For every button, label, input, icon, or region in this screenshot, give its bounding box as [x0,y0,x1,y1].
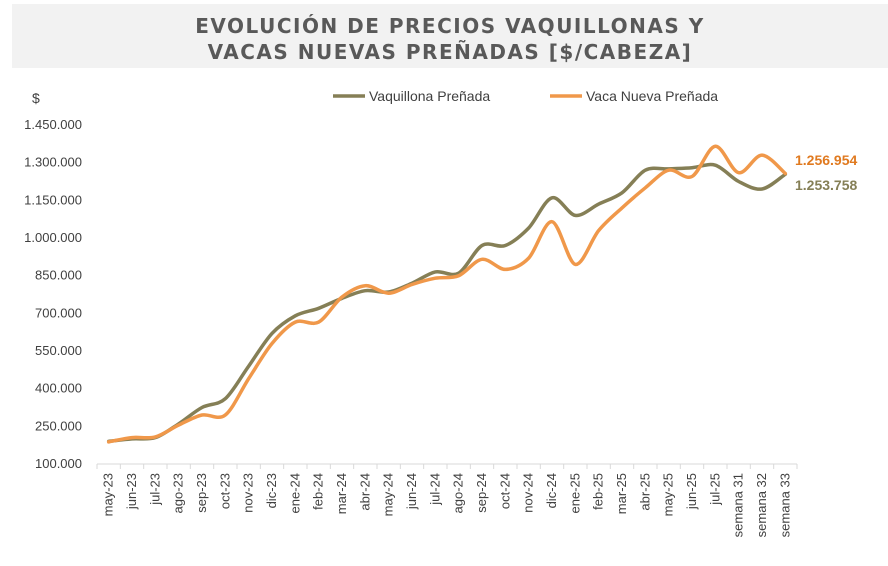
x-tick-label: ago-23 [171,473,186,513]
x-tick-label: abr-25 [637,473,652,511]
x-tick-label: nov-24 [521,473,536,513]
x-tick-label: may-23 [101,473,116,516]
end-value-label: 1.256.954 [795,152,857,168]
x-tick-label: mar-24 [334,473,349,514]
x-tick-label: nov-23 [241,473,256,513]
x-tick-label: dic-24 [544,473,559,508]
x-tick-label: jul-25 [707,473,722,506]
x-tick-label: semana 33 [777,473,792,537]
y-tick-label: 1.300.000 [24,155,82,170]
x-tick-label: jul-23 [147,473,162,506]
y-tick-label: 100.000 [35,456,82,471]
series-line-vaca [106,144,788,444]
y-tick-label: 550.000 [35,343,82,358]
x-tick-label: semana 31 [731,473,746,537]
y-axis-unit-label: $ [32,90,40,106]
end-value-label: 1.253.758 [795,177,857,193]
x-tick-label: may-25 [661,473,676,516]
x-axis: may-23 jun-23 jul-23 ago-23 sep-23 oct-23 nov-… [96,463,798,537]
x-tick-label: abr-24 [357,473,372,511]
x-tick-label: feb-25 [591,473,606,510]
x-tick-label: sep-24 [474,473,489,513]
series-lines [106,144,788,444]
y-tick-label: 1.150.000 [24,192,82,207]
x-tick-label: jul-24 [427,473,442,506]
chart-title-line2: VACAS NUEVAS PREÑADAS [$/CABEZA] [207,40,693,64]
x-tick-label: may-24 [381,473,396,516]
y-tick-label: 250.000 [35,418,82,433]
x-tick-label: ene-25 [567,473,582,513]
x-tick-label: jun-24 [404,473,419,510]
x-tick-label: semana 32 [754,473,769,537]
y-axis-ticks: 100.000 250.000 400.000 550.000 700.000 850.0… [24,117,82,471]
x-tick-label: mar-25 [614,473,629,514]
y-tick-label: 700.000 [35,305,82,320]
x-tick-label: ene-24 [287,473,302,513]
x-tick-label: sep-23 [194,473,209,513]
y-tick-label: 850.000 [35,268,82,283]
legend-label: Vaca Nueva Preñada [586,88,718,104]
y-tick-label: 400.000 [35,381,82,396]
y-tick-label: 1.450.000 [24,117,82,132]
x-tick-label: jun-25 [684,473,699,510]
x-tick-label: feb-24 [311,473,326,510]
x-tick-label: oct-24 [497,473,512,509]
x-tick-label: oct-23 [217,473,232,509]
x-tick-label: jun-23 [124,473,139,510]
series-line-vaquillona [106,162,788,444]
end-labels: 1.253.758 1.256.954 [795,152,857,193]
x-tick-label: ago-24 [451,473,466,513]
title-bar: EVOLUCIÓN DE PRECIOS VAQUILLONAS Y VACAS… [12,4,888,68]
legend-label: Vaquillona Preñada [369,88,490,104]
y-tick-label: 1.000.000 [24,230,82,245]
x-tick-label: dic-23 [264,473,279,508]
chart-title-line1: EVOLUCIÓN DE PRECIOS VAQUILLONAS Y [195,14,705,38]
legend: Vaquillona Preñada Vaca Nueva Preñada [333,88,718,104]
